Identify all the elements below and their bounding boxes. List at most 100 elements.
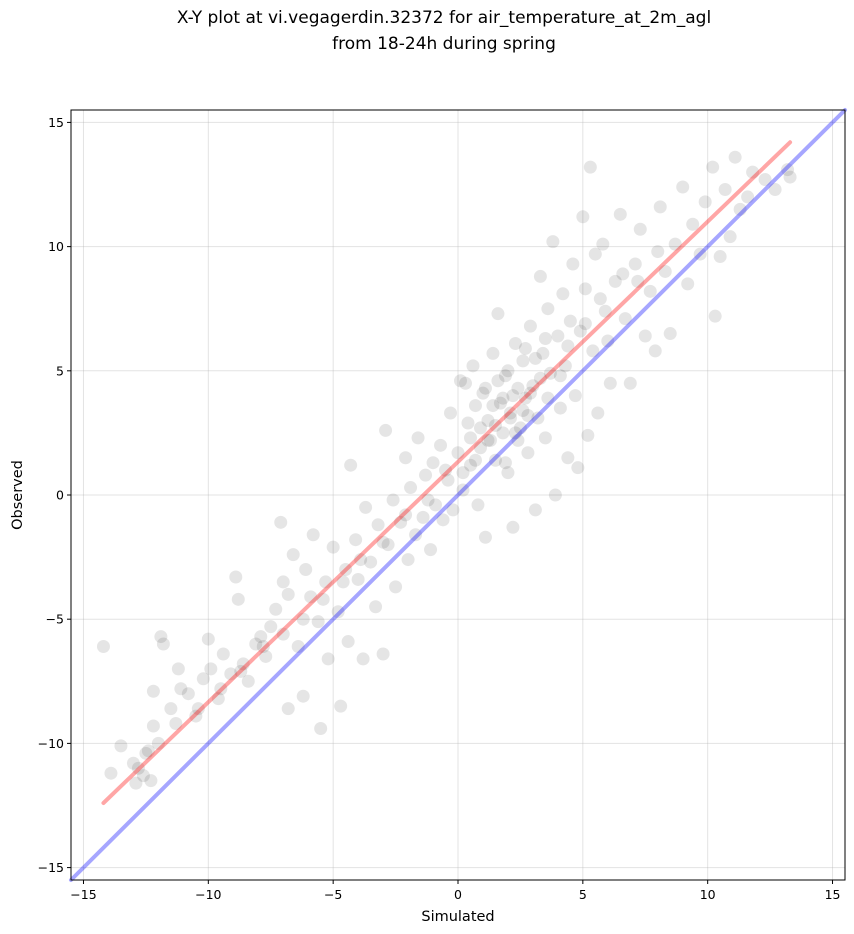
- data-point: [381, 538, 395, 552]
- data-point: [481, 433, 495, 447]
- y-tick-label: 15: [48, 115, 64, 130]
- data-point: [114, 739, 128, 753]
- data-point: [496, 391, 510, 405]
- data-point: [596, 237, 610, 251]
- data-point: [583, 160, 597, 174]
- data-point: [369, 600, 383, 614]
- data-point: [713, 250, 727, 264]
- x-tick-label: 15: [825, 887, 841, 902]
- data-point: [631, 274, 645, 288]
- data-point: [379, 423, 393, 437]
- data-point: [371, 518, 385, 532]
- data-point: [259, 649, 273, 663]
- y-tick-label: −5: [46, 612, 64, 627]
- data-point: [446, 503, 460, 517]
- data-point: [339, 563, 353, 577]
- data-point: [241, 674, 255, 688]
- data-point: [231, 592, 245, 606]
- data-point: [676, 180, 690, 194]
- data-point: [399, 451, 413, 465]
- data-point: [498, 456, 512, 470]
- data-point: [741, 190, 755, 204]
- data-point: [224, 667, 238, 681]
- data-point: [481, 413, 495, 427]
- data-point: [623, 376, 637, 390]
- data-point: [543, 366, 557, 380]
- data-point: [638, 329, 652, 343]
- data-point: [553, 401, 567, 415]
- x-axis-label: Simulated: [421, 909, 494, 925]
- data-point: [478, 381, 492, 395]
- data-point: [296, 689, 310, 703]
- data-point: [528, 503, 542, 517]
- data-point: [728, 150, 742, 164]
- data-point: [608, 274, 622, 288]
- data-point: [546, 235, 560, 249]
- data-point: [306, 528, 320, 542]
- data-point: [563, 314, 577, 328]
- x-tick-label: −5: [324, 887, 342, 902]
- data-point: [389, 580, 403, 594]
- data-point: [314, 721, 328, 735]
- data-point: [131, 761, 145, 775]
- x-tick-label: −10: [195, 887, 221, 902]
- data-point: [486, 399, 500, 413]
- data-point: [344, 458, 358, 472]
- data-point: [561, 451, 575, 465]
- data-point: [603, 376, 617, 390]
- data-point: [404, 481, 418, 495]
- data-point: [486, 346, 500, 360]
- data-point: [613, 207, 627, 221]
- data-point: [281, 702, 295, 716]
- data-point: [151, 736, 165, 750]
- data-point: [783, 170, 797, 184]
- data-point: [723, 230, 737, 244]
- data-point: [463, 458, 477, 472]
- data-point: [359, 500, 373, 514]
- data-point: [653, 200, 667, 214]
- data-point: [441, 473, 455, 487]
- data-point: [419, 468, 433, 482]
- data-point: [341, 635, 355, 649]
- data-point: [523, 386, 537, 400]
- data-point: [528, 351, 542, 365]
- data-point: [416, 510, 430, 524]
- data-point: [471, 498, 485, 512]
- data-point: [651, 245, 665, 259]
- data-point: [681, 277, 695, 291]
- data-point: [136, 769, 150, 783]
- data-point: [439, 463, 453, 477]
- data-point: [354, 553, 368, 567]
- data-point: [576, 210, 590, 224]
- y-tick-label: 10: [48, 239, 64, 254]
- data-point: [326, 540, 340, 554]
- data-point: [174, 682, 188, 696]
- data-point: [181, 687, 195, 701]
- data-point: [483, 433, 497, 447]
- data-point: [618, 312, 632, 326]
- data-point: [533, 269, 547, 283]
- data-point: [698, 195, 712, 209]
- data-point: [296, 612, 310, 626]
- data-point: [154, 630, 168, 644]
- data-point: [508, 336, 522, 350]
- data-point: [234, 664, 248, 678]
- x-tick-label: 0: [454, 887, 462, 902]
- y-tick-label: 5: [56, 363, 64, 378]
- data-point: [598, 304, 612, 318]
- data-point: [706, 160, 720, 174]
- data-point: [506, 520, 520, 534]
- data-point: [169, 717, 183, 731]
- data-point: [146, 719, 160, 733]
- data-point: [256, 640, 270, 654]
- data-point: [429, 498, 443, 512]
- data-point: [214, 682, 228, 696]
- data-point: [503, 406, 517, 420]
- data-point: [461, 416, 475, 430]
- data-point: [364, 555, 378, 569]
- data-point: [104, 766, 118, 780]
- data-point: [506, 389, 520, 403]
- data-point: [456, 483, 470, 497]
- data-point: [588, 247, 602, 261]
- data-point: [376, 535, 390, 549]
